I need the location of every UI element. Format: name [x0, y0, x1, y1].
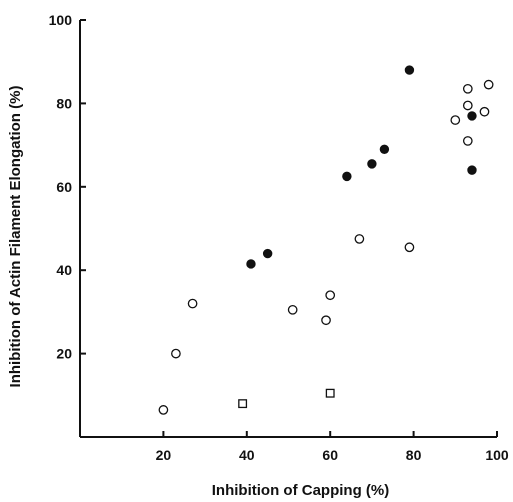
x-tick-label: 60: [322, 447, 338, 463]
open-circle-point: [325, 290, 336, 301]
axes: [79, 20, 497, 438]
filled-circle-point: [342, 171, 352, 182]
open-circle-point: [479, 106, 490, 117]
y-tick-label: 40: [56, 262, 72, 278]
open-circle-point: [171, 348, 181, 359]
filled-circle-point: [379, 144, 390, 154]
filled-circle-point: [467, 111, 477, 121]
open-circle-point: [483, 79, 494, 90]
open-circle-point: [321, 315, 331, 326]
open-circle-point: [450, 115, 461, 125]
data-points: [158, 65, 494, 415]
filled-circle-point: [404, 65, 415, 75]
open-circle-point: [187, 298, 198, 309]
x-axis-title: Inhibition of Capping (%): [212, 482, 389, 499]
filled-circle-point: [467, 165, 477, 175]
x-tick-label: 20: [156, 447, 172, 463]
open-square-point: [325, 388, 335, 398]
x-tick-label: 40: [239, 447, 255, 463]
x-tick-label: 100: [485, 447, 509, 463]
y-tick-label: 80: [56, 95, 72, 111]
ticks: 20 40 60 80 100 20 40 60 80 100: [49, 12, 509, 463]
y-tick-label: 100: [49, 12, 73, 28]
open-circle-point: [354, 234, 365, 244]
filled-circle-point: [246, 259, 256, 269]
open-circle-point: [462, 100, 473, 111]
open-circle-point: [462, 83, 473, 94]
open-circle-point: [462, 136, 473, 146]
y-axis-title: Inhibition of Actin Filament Elongation …: [7, 86, 24, 388]
open-square-point: [238, 399, 248, 409]
open-circle-point: [287, 304, 298, 315]
y-tick-label: 60: [56, 179, 72, 195]
open-circle-point: [158, 405, 169, 415]
x-tick-label: 80: [406, 447, 422, 463]
open-circle-point: [404, 242, 415, 253]
y-tick-label: 20: [56, 346, 72, 362]
filled-circle-point: [367, 159, 377, 169]
filled-circle-point: [262, 248, 273, 259]
